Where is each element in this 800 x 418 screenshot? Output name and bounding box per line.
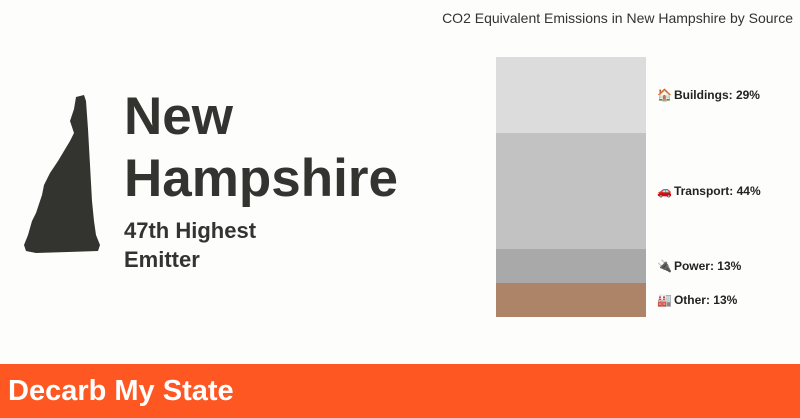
segment-label-transport: 🚗 Transport: 44%: [657, 184, 761, 198]
power-icon: 🔌: [657, 258, 672, 273]
segment-label-text: Transport: 44%: [673, 183, 761, 198]
segment-label-text: Buildings: 29%: [673, 88, 760, 103]
emitter-rank-line2: Emitter: [124, 247, 200, 272]
state-outline: [24, 95, 100, 253]
segment-label-other: 🏭 Other: 13%: [657, 293, 737, 307]
footer-title: Decarb My State: [8, 375, 234, 407]
emitter-rank: 47th Highest Emitter: [124, 216, 324, 274]
bar-segment-buildings: [496, 57, 646, 134]
footer-banner: Decarb My State: [0, 364, 800, 418]
segment-label-text: Power: 13%: [673, 258, 742, 273]
bar-segment-transport: [496, 133, 646, 249]
segment-label-buildings: 🏠 Buildings: 29%: [657, 88, 760, 102]
bar-segment-power: [496, 248, 646, 283]
bar-segment-other: [496, 282, 646, 317]
other-icon: 🏭: [657, 292, 672, 307]
transport-icon: 🚗: [657, 183, 672, 198]
state-name-line2: Hampshire: [124, 149, 398, 208]
segment-label-text: Other: 13%: [673, 292, 738, 307]
buildings-icon: 🏠: [657, 88, 672, 103]
emitter-rank-line1: 47th Highest: [124, 218, 257, 243]
chart-title: CO2 Equivalent Emissions in New Hampshir…: [442, 10, 793, 26]
state-name-line1: New: [124, 87, 233, 146]
state-name: New Hampshire: [124, 86, 444, 210]
state-map-icon: [24, 95, 100, 253]
segment-label-power: 🔌 Power: 13%: [657, 259, 741, 273]
stacked-bar: [496, 57, 646, 317]
